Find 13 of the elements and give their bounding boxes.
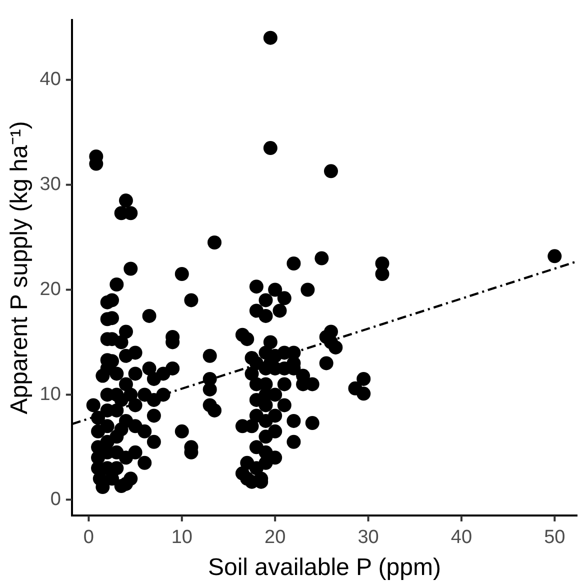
y-axis-title: Apparent P supply (kg ha⁻¹) <box>6 121 34 414</box>
y-tick-label: 10 <box>40 384 61 405</box>
y-tick-label: 40 <box>40 69 61 90</box>
y-tick-label: 20 <box>40 278 61 300</box>
x-tick-label: 50 <box>544 527 566 548</box>
x-tick-label: 40 <box>450 527 472 548</box>
x-tick-label: 20 <box>264 527 286 548</box>
x-tick-label: 0 <box>83 527 94 548</box>
y-tick-label: 0 <box>50 488 61 510</box>
x-tick-label: 30 <box>358 527 379 548</box>
y-tick-label: 30 <box>40 174 61 196</box>
x-axis-title: Soil available P (ppm) <box>208 554 441 582</box>
x-tick-label: 10 <box>171 527 192 548</box>
